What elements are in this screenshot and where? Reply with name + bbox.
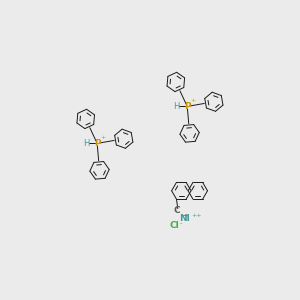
Text: P: P <box>184 102 190 111</box>
Text: C: C <box>173 206 180 215</box>
Text: H: H <box>173 102 180 111</box>
Text: -: - <box>180 220 182 226</box>
Text: +: + <box>190 98 196 104</box>
Text: P: P <box>94 139 101 148</box>
Text: +: + <box>100 135 105 140</box>
Text: H: H <box>83 139 90 148</box>
Text: ++: ++ <box>191 213 201 218</box>
Text: Ni: Ni <box>180 214 190 223</box>
Text: Cl: Cl <box>169 221 179 230</box>
